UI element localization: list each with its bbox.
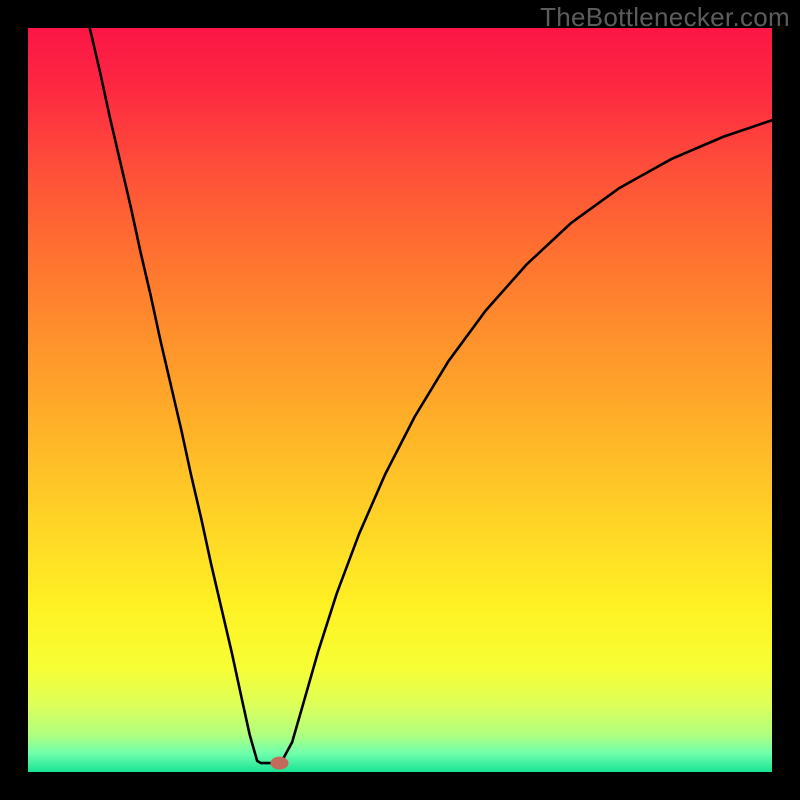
gradient-background: [28, 28, 772, 772]
optimal-point-marker: [270, 757, 288, 770]
chart-area: [28, 28, 772, 772]
chart-frame: TheBottlenecker.com: [0, 0, 800, 800]
chart-svg: [28, 28, 772, 772]
